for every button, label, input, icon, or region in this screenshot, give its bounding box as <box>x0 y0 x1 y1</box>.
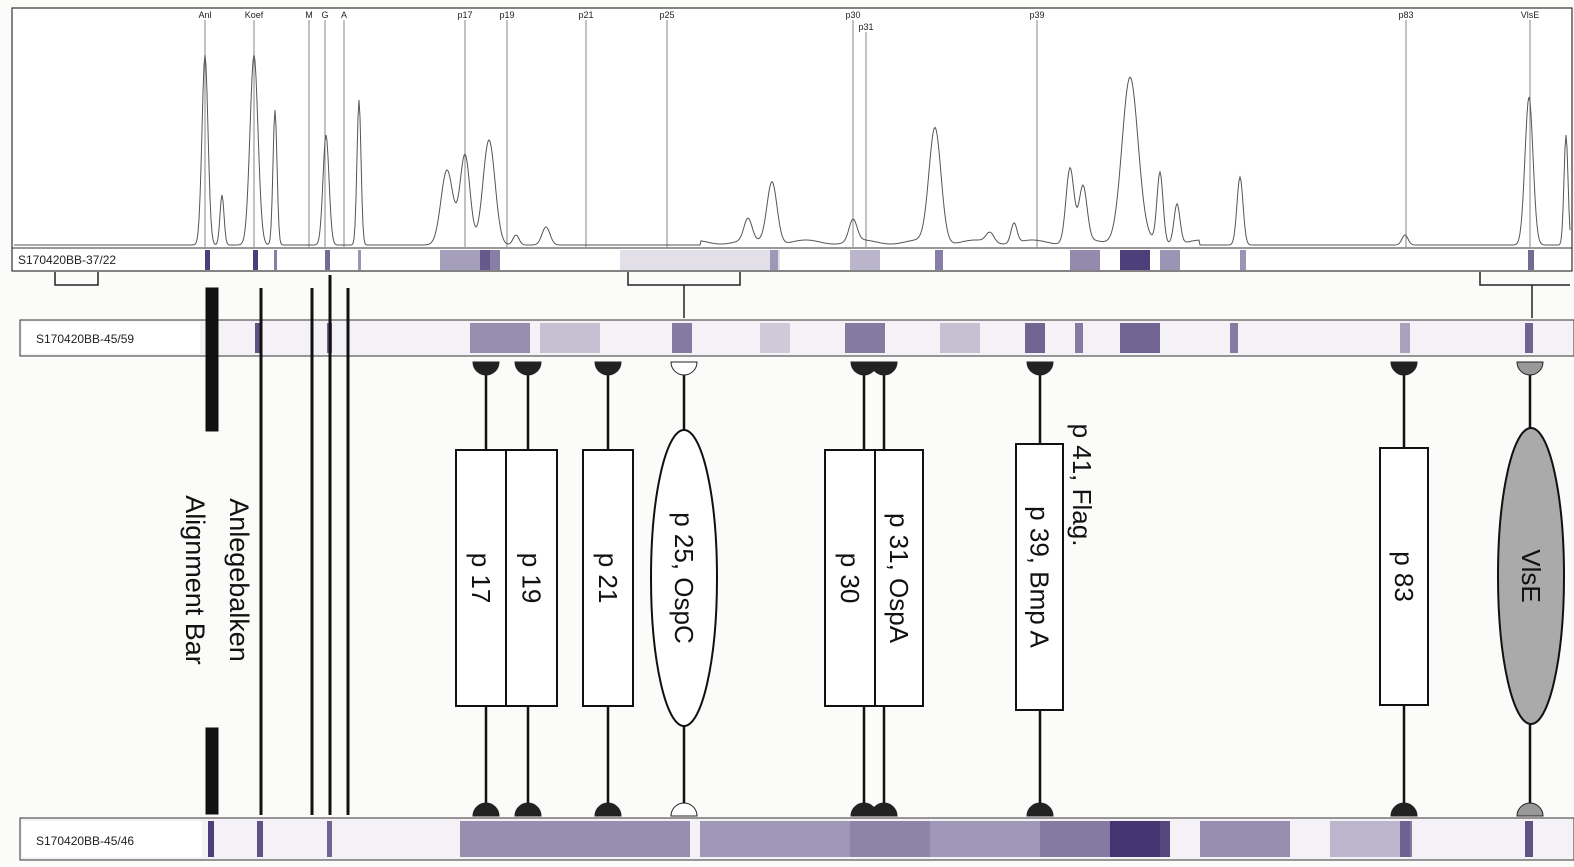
band <box>1160 250 1180 270</box>
peak-label: A <box>341 10 347 20</box>
band <box>274 250 277 270</box>
band-label: VlsE <box>1516 549 1546 602</box>
peak-label: G <box>321 10 328 20</box>
peak-label: p17 <box>457 10 472 20</box>
band-label: p 31, OspA <box>884 513 914 644</box>
band <box>760 323 790 353</box>
peak-label: p25 <box>659 10 674 20</box>
peak-label: p31 <box>858 22 873 32</box>
band <box>1330 821 1410 857</box>
band <box>770 250 778 270</box>
alignment-label: Anlegebalken <box>224 498 254 662</box>
band <box>1528 250 1534 270</box>
band <box>850 250 880 270</box>
band <box>205 250 210 270</box>
peak-label: p83 <box>1398 10 1413 20</box>
trace-frame <box>12 8 1572 271</box>
strip-label: S170420BB-45/46 <box>36 834 134 848</box>
band <box>1200 821 1290 857</box>
band <box>1070 250 1100 270</box>
band <box>1400 821 1412 857</box>
band-label: p 21 <box>593 553 623 604</box>
strip-frame <box>20 320 1574 356</box>
band <box>850 821 930 857</box>
band <box>940 323 980 353</box>
band <box>460 821 690 857</box>
trace-sample-label: S170420BB-37/22 <box>18 253 116 267</box>
band <box>1025 323 1045 353</box>
band <box>470 323 530 353</box>
peak-label: p19 <box>499 10 514 20</box>
band <box>253 250 258 270</box>
band <box>327 821 332 857</box>
band <box>930 821 1040 857</box>
band <box>325 250 330 270</box>
peak-label: M <box>305 10 313 20</box>
band <box>480 250 500 270</box>
band <box>620 250 780 270</box>
band <box>845 323 885 353</box>
band <box>1525 323 1533 353</box>
immunoblot-diagram: Anl Koef MG Ap17 p19 p21 p25 p30 p31 p39 p83 VlsE S… <box>0 0 1574 867</box>
peak-label: p30 <box>845 10 860 20</box>
band <box>540 323 600 353</box>
band <box>1400 323 1410 353</box>
band <box>1240 250 1246 270</box>
band <box>1525 821 1533 857</box>
peak-label: Koef <box>245 10 264 20</box>
peak-label: Anl <box>198 10 211 20</box>
band <box>208 821 214 857</box>
band <box>1075 323 1083 353</box>
band-label: p 41, Flag. <box>1067 424 1097 547</box>
band-label: p 30 <box>835 553 865 604</box>
peak-label: p39 <box>1029 10 1044 20</box>
band-label: p 19 <box>517 553 547 604</box>
band-label: p 39, Bmp A <box>1025 506 1055 648</box>
band-label: p 17 <box>466 553 496 604</box>
band <box>1110 821 1170 857</box>
band <box>1230 323 1238 353</box>
peak-label: p21 <box>578 10 593 20</box>
alignment-label: Alignment Bar <box>180 495 210 665</box>
band <box>935 250 943 270</box>
band <box>672 323 692 353</box>
band <box>358 250 361 270</box>
band <box>1120 250 1150 270</box>
band-label: p 25, OspC <box>669 512 699 644</box>
band-label: p 83 <box>1389 551 1419 602</box>
band <box>257 821 263 857</box>
band <box>1120 323 1160 353</box>
peak-label: VlsE <box>1521 10 1540 20</box>
strip-label: S170420BB-45/59 <box>36 332 134 346</box>
band <box>700 821 850 857</box>
